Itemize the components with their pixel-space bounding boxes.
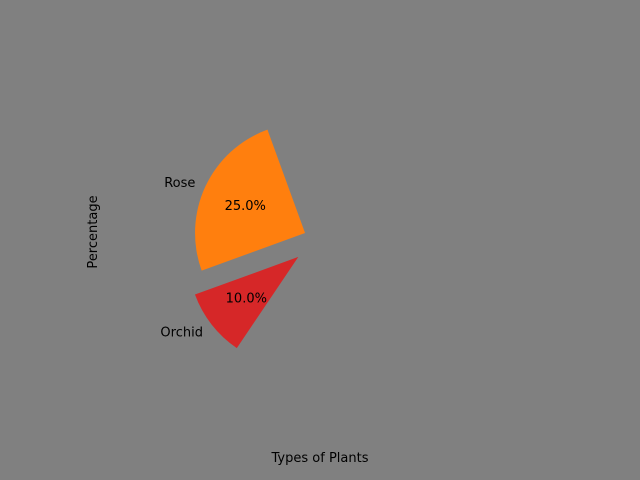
slice-percent-label: 10.0% [226,292,267,307]
slice-percent-label: 25.0% [225,199,266,214]
slice-category-label: Rose [164,176,195,191]
slice-category-label: Orchid [160,325,203,340]
pie-slice-orchid [194,256,299,349]
y-axis-label: Percentage [86,195,101,268]
pie-labels: 25.0% Rose 10.0% Orchid [160,176,267,341]
x-axis-label: Types of Plants [271,451,369,466]
pie-slice-rose [195,129,306,271]
pie-slices [194,129,306,349]
